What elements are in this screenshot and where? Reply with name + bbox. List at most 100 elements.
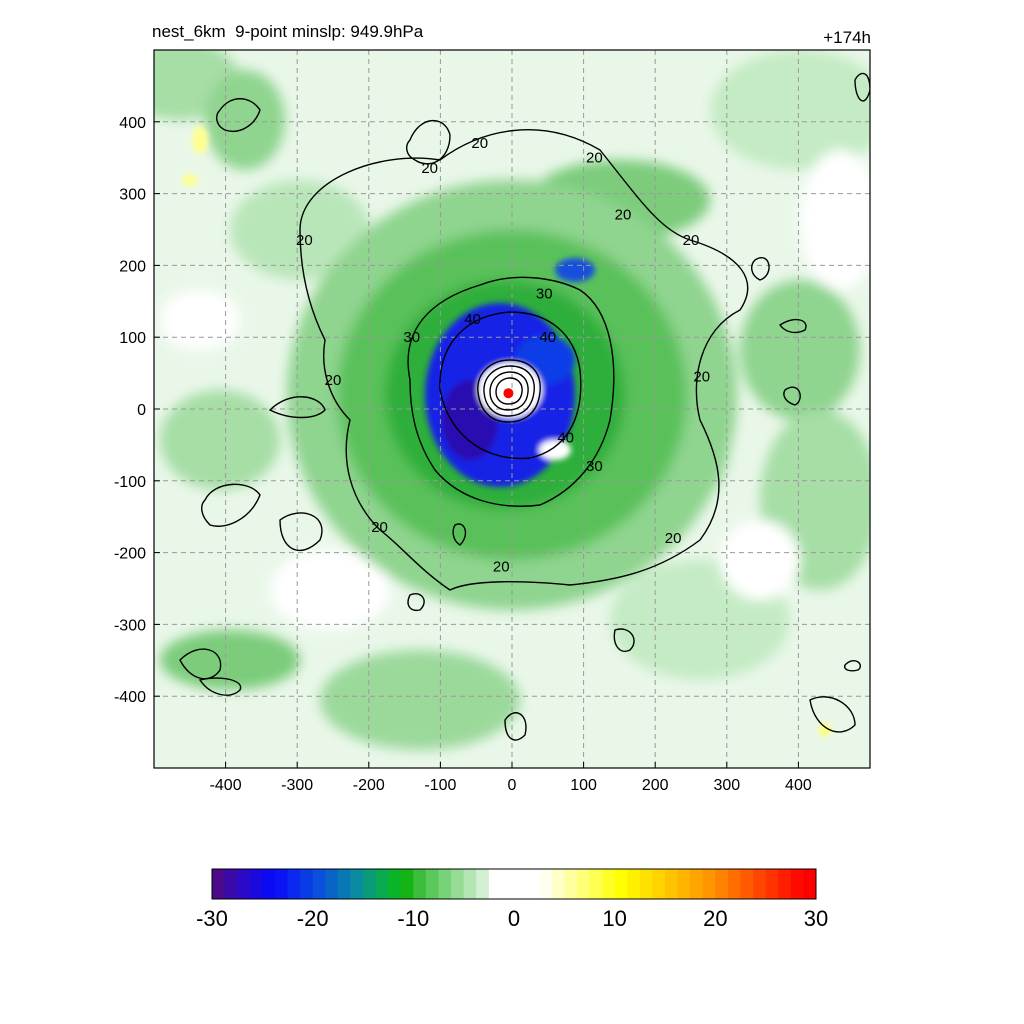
colorbar-swatch <box>790 869 804 899</box>
colorbar-tick-label: -30 <box>196 906 228 931</box>
colorbar-swatch <box>551 869 565 899</box>
colorbar-tick-label: 20 <box>703 906 727 931</box>
contour-30 <box>407 276 615 507</box>
colorbar-swatch <box>564 869 578 899</box>
y-tick-label: -300 <box>114 617 146 634</box>
contour-inner-3 <box>489 371 529 411</box>
contour-40 <box>439 311 582 460</box>
colorbar-swatch <box>237 869 251 899</box>
x-tick-label: 400 <box>785 777 812 794</box>
colorbar-swatch <box>677 869 691 899</box>
y-tick-label: 100 <box>119 330 146 347</box>
x-tick-label: 200 <box>642 777 669 794</box>
colorbar-swatch <box>274 869 288 899</box>
colorbar-swatch <box>753 869 767 899</box>
contour-inner-1 <box>477 359 541 423</box>
colorbar-swatch <box>727 869 741 899</box>
storm-center-marker <box>503 388 514 399</box>
y-tick-label: -400 <box>114 689 146 706</box>
x-tick-label: -400 <box>210 777 242 794</box>
contour-lines <box>179 72 870 741</box>
colorbar-swatch <box>425 869 439 899</box>
y-tick-label: 0 <box>137 402 146 419</box>
colorbar-tick-label: 30 <box>804 906 828 931</box>
contour-label: 20 <box>493 559 510 576</box>
colorbar-swatch <box>212 869 226 899</box>
x-tick-label: -200 <box>353 777 385 794</box>
colorbar-swatch <box>400 869 414 899</box>
colorbar-swatch <box>627 869 641 899</box>
colorbar-tick-label: 0 <box>508 906 520 931</box>
colorbar-swatch <box>350 869 364 899</box>
colorbar-swatch <box>375 869 389 899</box>
contour-label: 40 <box>557 429 574 446</box>
colorbar-swatch <box>325 869 339 899</box>
colorbar-swatch <box>488 869 502 899</box>
x-tick-label: 100 <box>570 777 597 794</box>
contour-label: 20 <box>421 160 438 177</box>
colorbar-swatch <box>690 869 704 899</box>
contour-label: 20 <box>471 135 488 152</box>
y-tick-label: 400 <box>119 115 146 132</box>
y-tick-label: 300 <box>119 187 146 204</box>
colorbar-swatch <box>287 869 301 899</box>
colorbar-tick-label: 10 <box>602 906 626 931</box>
contour-label: 20 <box>371 519 388 536</box>
colorbar-swatch <box>363 869 377 899</box>
colorbar-swatch <box>539 869 553 899</box>
colorbar-swatch <box>652 869 666 899</box>
contour-label: 20 <box>693 368 710 385</box>
contour-label: 20 <box>683 232 700 249</box>
colorbar-swatch <box>262 869 276 899</box>
x-axis: -400 -300 -200 -100 0 100 200 300 400 <box>210 762 812 794</box>
contour-20-outer <box>299 129 749 591</box>
contour-label: 20 <box>325 372 342 389</box>
colorbar-swatch <box>589 869 603 899</box>
x-tick-label: 0 <box>508 777 517 794</box>
contour-label: 40 <box>539 329 556 346</box>
colorbar-swatch <box>576 869 590 899</box>
contour-label: 40 <box>464 311 481 328</box>
chart-title: nest_6km 9-point minslp: 949.9hPa <box>152 22 424 41</box>
colorbar-swatch <box>639 869 653 899</box>
colorbar-swatch <box>526 869 540 899</box>
colorbar-swatch <box>312 869 326 899</box>
contour-label: 30 <box>536 286 553 303</box>
contour-labels: 20 20 20 20 20 20 20 20 20 20 20 30 30 30 40 40 40 <box>296 135 710 576</box>
contour-inner-4 <box>495 377 523 405</box>
y-tick-label: -200 <box>114 546 146 563</box>
colorbar-swatch <box>413 869 427 899</box>
colorbar-swatch <box>249 869 263 899</box>
y-tick-label: 200 <box>119 258 146 275</box>
y-tick-label: -100 <box>114 474 146 491</box>
contour-label: 20 <box>296 232 313 249</box>
contour-inner-2 <box>483 365 535 417</box>
x-tick-label: -100 <box>424 777 456 794</box>
colorbar-swatch <box>300 869 314 899</box>
grid-lines <box>154 50 870 768</box>
colorbar-swatch <box>438 869 452 899</box>
contour-label: 20 <box>615 207 632 224</box>
colorbar-swatch <box>514 869 528 899</box>
x-tick-label: -300 <box>281 777 313 794</box>
colorbar-swatch <box>476 869 490 899</box>
colorbar-frame <box>211 868 817 900</box>
x-tick-label: 300 <box>713 777 740 794</box>
colorbar-swatch <box>614 869 628 899</box>
colorbar-swatch <box>665 869 679 899</box>
colorbar-swatch <box>715 869 729 899</box>
colorbar-swatch <box>337 869 351 899</box>
colorbar-swatch <box>463 869 477 899</box>
colorbar-swatch <box>702 869 716 899</box>
contour-label: 30 <box>586 458 603 475</box>
y-axis: 400 300 200 100 0 -100 -200 -300 -400 <box>114 115 160 706</box>
colorbar-tick-label: -20 <box>297 906 329 931</box>
colorbar-tick-label: -10 <box>397 906 429 931</box>
colorbar-swatch <box>602 869 616 899</box>
colorbar-swatch <box>388 869 402 899</box>
contour-label: 20 <box>586 149 603 166</box>
colorbar-swatch <box>803 869 817 899</box>
colorbar-swatch <box>451 869 465 899</box>
contour-label: 20 <box>665 530 682 547</box>
